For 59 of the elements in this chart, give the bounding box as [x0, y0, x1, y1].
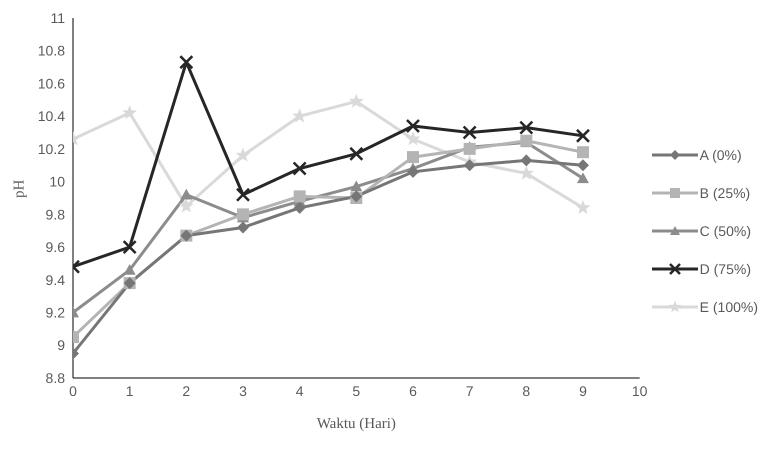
y-tick-label: 9.6: [46, 239, 66, 256]
point: [122, 240, 137, 254]
point: [122, 105, 138, 120]
x-tick-label: 2: [182, 382, 190, 399]
point: [292, 161, 307, 176]
y-tick-label: 10.6: [38, 75, 66, 92]
point: [236, 148, 250, 162]
y-tick-label: 10: [49, 174, 66, 190]
y-tick-label: 8.8: [46, 370, 66, 386]
y-tick-label: 9.4: [46, 272, 66, 288]
point: [179, 54, 194, 70]
point: [349, 146, 364, 162]
point: [464, 142, 476, 155]
point: [294, 202, 306, 214]
point: [406, 151, 419, 164]
point: [519, 120, 534, 135]
x-tick-label: 3: [239, 382, 248, 399]
y-tick-label: 10.2: [38, 140, 66, 157]
y-axis-title: pH: [11, 180, 28, 198]
y-tick-label: 9.8: [46, 206, 66, 222]
legend-label: C (50%): [700, 222, 751, 238]
point: [236, 187, 250, 202]
x-tick-label: 8: [522, 382, 530, 399]
point: [236, 221, 249, 234]
legend-label: E (100%): [700, 298, 758, 314]
x-tick-label: 10: [632, 382, 648, 399]
point: [576, 159, 589, 172]
y-tick-label: 9: [57, 337, 66, 354]
point: [178, 198, 194, 212]
point: [576, 128, 590, 144]
point: [406, 166, 419, 178]
point: [576, 172, 589, 184]
legend-label: A (0%): [700, 146, 742, 162]
x-axis-title: Waktu (Hari): [316, 416, 396, 432]
point: [462, 125, 477, 140]
point: [180, 188, 192, 200]
point: [294, 190, 306, 202]
x-tick-label: 1: [126, 382, 134, 399]
point: [236, 208, 249, 220]
x-tick-label: 7: [466, 382, 474, 399]
y-tick-label: 10.4: [38, 108, 66, 124]
point: [406, 131, 420, 146]
x-tick-label: 9: [579, 382, 588, 399]
point: [576, 200, 590, 214]
y-tick-label: 10.8: [38, 42, 66, 59]
point: [350, 180, 362, 192]
y-tick-label: 11: [50, 10, 66, 26]
legend-label: D (75%): [700, 260, 751, 276]
x-tick-label: 4: [296, 382, 304, 399]
x-tick-label: 5: [352, 382, 360, 399]
point: [576, 146, 589, 158]
point: [406, 118, 420, 134]
point: [348, 94, 364, 108]
x-tick-label: 0: [69, 382, 78, 399]
legend-label: B (25%): [700, 184, 750, 200]
y-tick-label: 9.2: [46, 304, 66, 321]
x-tick-label: 6: [409, 382, 418, 399]
point: [464, 159, 476, 172]
point: [520, 154, 532, 166]
